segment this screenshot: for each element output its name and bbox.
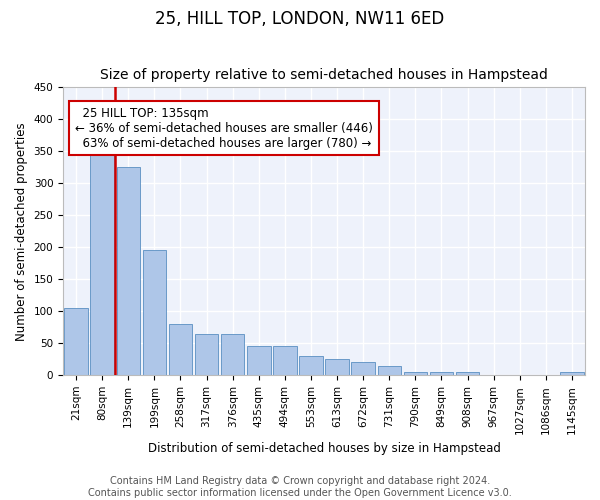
Bar [352, 362, 375, 375]
Bar [325, 359, 349, 375]
Bar [404, 372, 427, 375]
Bar [560, 372, 584, 375]
Bar [195, 334, 218, 375]
Bar [299, 356, 323, 375]
Text: 25 HILL TOP: 135sqm
← 36% of semi-detached houses are smaller (446)
  63% of sem: 25 HILL TOP: 135sqm ← 36% of semi-detach… [75, 106, 373, 150]
X-axis label: Distribution of semi-detached houses by size in Hampstead: Distribution of semi-detached houses by … [148, 442, 500, 455]
Bar [64, 308, 88, 375]
Bar [91, 138, 114, 375]
Y-axis label: Number of semi-detached properties: Number of semi-detached properties [15, 122, 28, 340]
Bar [377, 366, 401, 375]
Title: Size of property relative to semi-detached houses in Hampstead: Size of property relative to semi-detach… [100, 68, 548, 82]
Bar [169, 324, 192, 375]
Text: 25, HILL TOP, LONDON, NW11 6ED: 25, HILL TOP, LONDON, NW11 6ED [155, 10, 445, 28]
Bar [247, 346, 271, 375]
Bar [273, 346, 296, 375]
Bar [221, 334, 244, 375]
Bar [143, 250, 166, 375]
Bar [116, 168, 140, 375]
Bar [430, 372, 453, 375]
Bar [456, 372, 479, 375]
Text: Contains HM Land Registry data © Crown copyright and database right 2024.
Contai: Contains HM Land Registry data © Crown c… [88, 476, 512, 498]
